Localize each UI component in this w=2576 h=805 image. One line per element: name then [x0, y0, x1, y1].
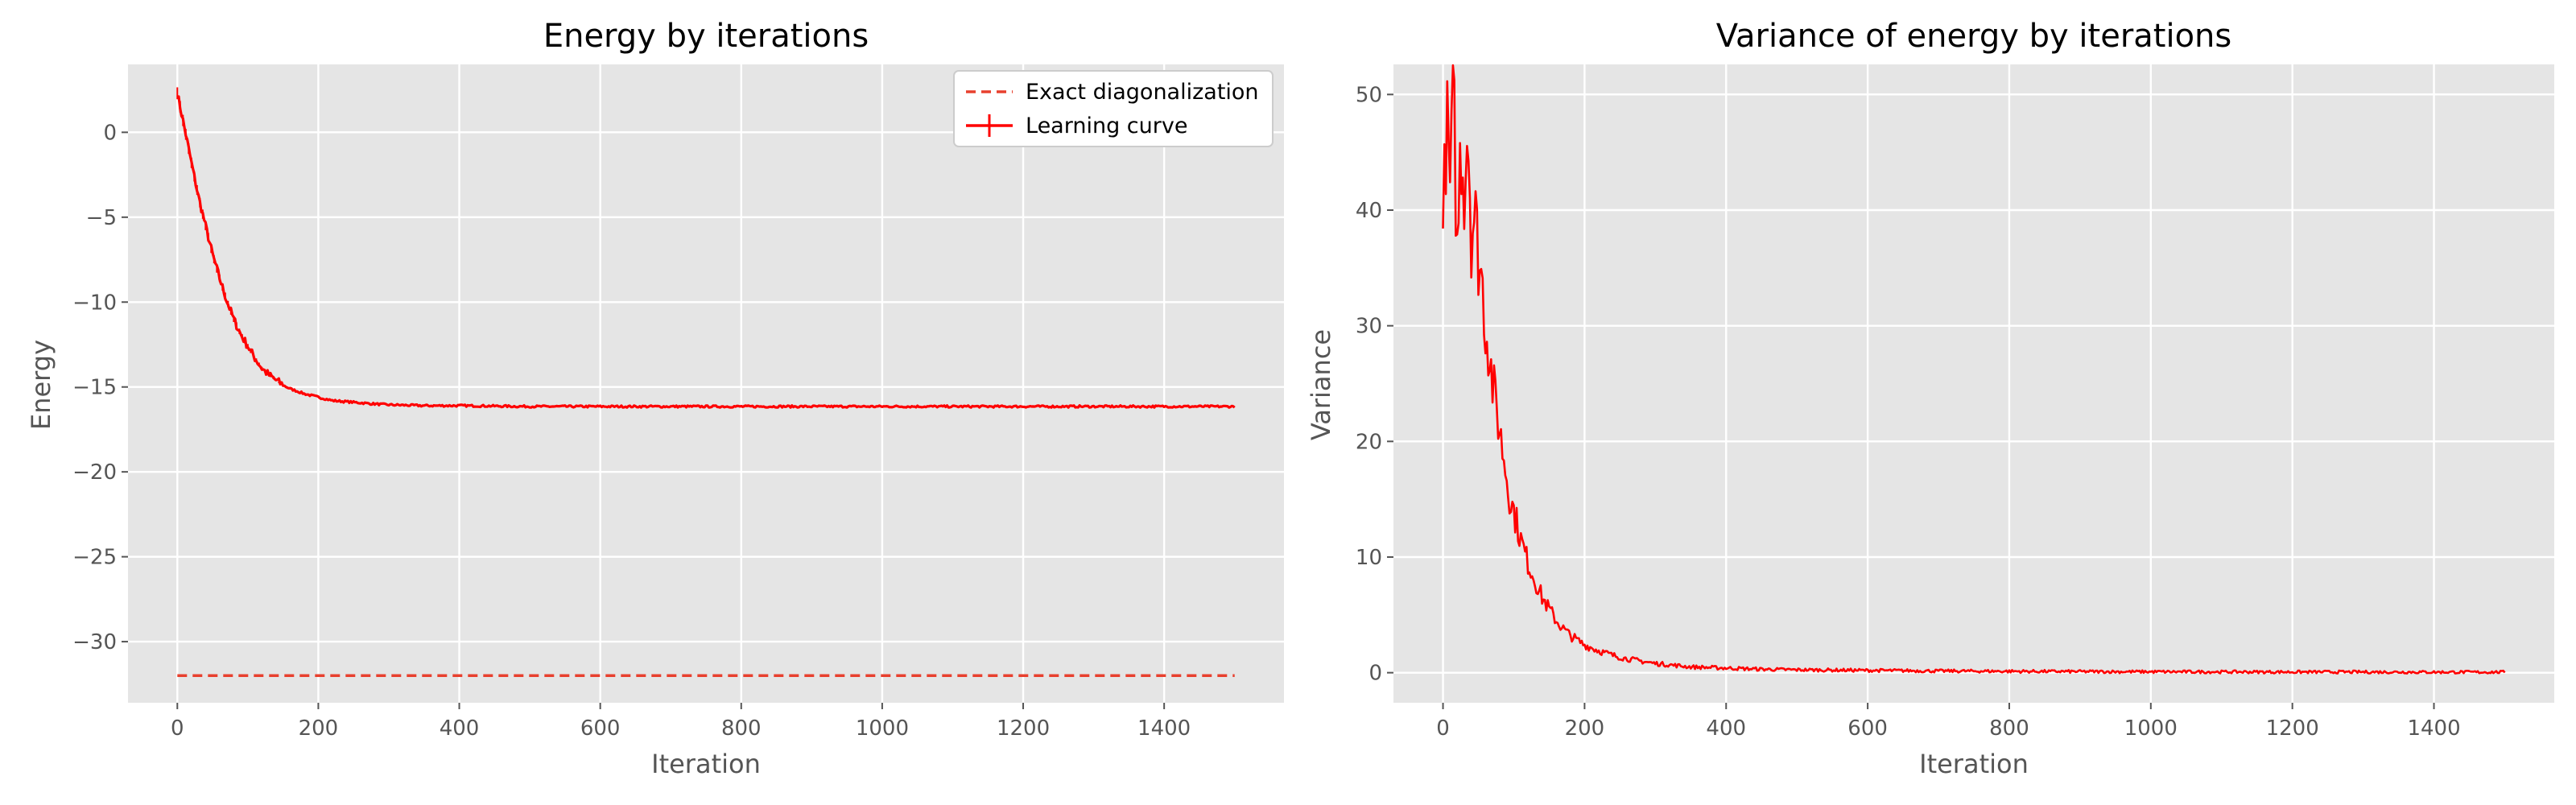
- energy-y-tick-label: −5: [86, 206, 117, 230]
- variance-y-tick-label: 40: [1356, 199, 1382, 223]
- energy-y-tick-label: −10: [72, 291, 117, 315]
- variance-ticks: 0 200 400 600 800 1000 1200 1400 0 10 20 30 40 50: [1356, 83, 2461, 741]
- variance-grid: [1393, 64, 2554, 703]
- energy-x-tick-label: 1200: [997, 716, 1050, 741]
- variance-plot-area: [1393, 64, 2554, 703]
- variance-x-axis-label: Iteration: [1919, 749, 2029, 779]
- energy-legend: Exact diagonalization Learning curve: [953, 70, 1274, 147]
- energy-x-tick-label: 400: [440, 716, 480, 741]
- legend-exact-label: Exact diagonalization: [1026, 80, 1259, 105]
- energy-y-tick-label: 0: [103, 121, 117, 145]
- variance-line: [1442, 64, 2506, 675]
- variance-chart: 0 200 400 600 800 1000 1200 1400 0 10 20 30 40 50 Var…: [1306, 18, 2554, 779]
- variance-y-axis-label: Variance: [1306, 329, 1336, 440]
- learning-curve-line: [176, 95, 1236, 409]
- variance-y-tick-label: 10: [1356, 546, 1382, 570]
- variance-y-tick-label: 20: [1356, 430, 1382, 454]
- energy-x-tick-label: 1400: [1137, 716, 1191, 741]
- energy-plot-area: [128, 64, 1284, 703]
- legend-box: [953, 70, 1274, 147]
- variance-x-tick-label: 200: [1565, 716, 1605, 741]
- energy-chart: 0 200 400 600 800 1000 1200 1400 0 −5 −10 −15 −20 −25…: [26, 18, 1284, 779]
- energy-ticks: 0 200 400 600 800 1000 1200 1400 0 −5 −10 −15 −20 −25…: [72, 121, 1191, 741]
- variance-x-tick-label: 800: [1989, 716, 2029, 741]
- variance-x-tick-label: 1000: [2124, 716, 2178, 741]
- energy-x-tick-label: 0: [171, 716, 184, 741]
- variance-x-tick-label: 400: [1706, 716, 1746, 741]
- variance-x-tick-label: 1200: [2266, 716, 2319, 741]
- energy-y-axis-label: Energy: [26, 340, 56, 430]
- legend-learning-label: Learning curve: [1026, 114, 1187, 138]
- energy-y-tick-label: −30: [72, 630, 117, 654]
- energy-y-tick-label: −20: [72, 460, 117, 485]
- variance-series: [1442, 64, 2506, 675]
- energy-chart-title: Energy by iterations: [543, 18, 869, 55]
- variance-x-tick-label: 1400: [2407, 716, 2460, 741]
- energy-x-tick-label: 1000: [856, 716, 909, 741]
- variance-x-tick-label: 600: [1847, 716, 1888, 741]
- variance-chart-title: Variance of energy by iterations: [1716, 18, 2231, 55]
- variance-y-tick-label: 0: [1368, 662, 1382, 686]
- energy-x-tick-label: 800: [721, 716, 762, 741]
- energy-x-tick-label: 600: [580, 716, 621, 741]
- energy-x-axis-label: Iteration: [651, 749, 761, 779]
- energy-y-tick-label: −25: [72, 546, 117, 570]
- energy-grid: [128, 64, 1284, 703]
- energy-y-tick-label: −15: [72, 376, 117, 400]
- variance-x-tick-label: 0: [1436, 716, 1450, 741]
- energy-series: [176, 87, 1236, 678]
- variance-y-tick-label: 50: [1356, 83, 1382, 107]
- variance-y-tick-label: 30: [1356, 315, 1382, 339]
- energy-x-tick-label: 200: [299, 716, 339, 741]
